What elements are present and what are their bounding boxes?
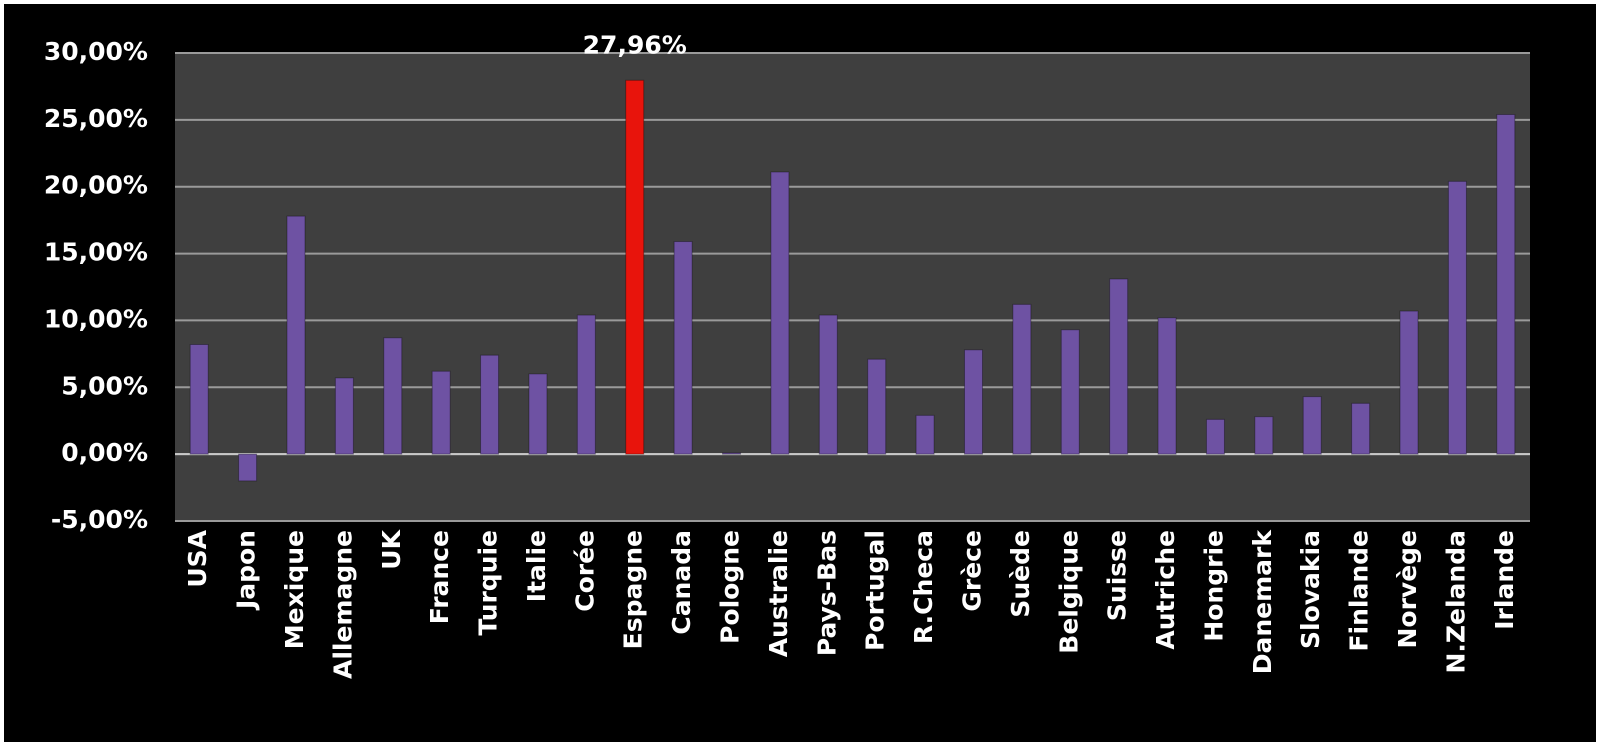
y-tick-label: 20,00% (44, 171, 148, 200)
bar (1496, 114, 1516, 455)
x-tick-label: Grèce (957, 530, 986, 612)
x-tick-label: Suisse (1103, 530, 1132, 621)
y-tick-label: 25,00% (44, 104, 148, 133)
bar (1351, 402, 1371, 455)
bar (673, 241, 693, 455)
bar (238, 453, 258, 482)
bar (286, 215, 306, 455)
x-tick-label: Belgique (1054, 530, 1083, 654)
x-tick-label: Portugal (861, 530, 890, 651)
bar (1447, 180, 1467, 455)
x-tick-label: USA (183, 529, 212, 587)
x-tick-label: Allemagne (328, 530, 357, 679)
bar (1109, 278, 1129, 455)
bar (1254, 416, 1274, 455)
x-tick-label: Danemark (1248, 529, 1277, 675)
x-tick-label: Norvège (1393, 530, 1422, 649)
x-tick-label: Espagne (619, 530, 648, 649)
x-tick-label: Finlande (1345, 530, 1374, 652)
bar (1012, 303, 1032, 455)
bar (1399, 310, 1419, 455)
x-tick-label: R.Checa (909, 530, 938, 644)
x-tick-label: Mexique (280, 530, 309, 649)
x-tick-label: Pays-Bas (812, 530, 841, 656)
bar (1302, 396, 1322, 455)
plot-area (175, 53, 1530, 521)
bar (722, 452, 742, 455)
y-tick-label: 10,00% (44, 304, 148, 333)
bar (576, 314, 596, 455)
x-tick-label: Suède (1006, 530, 1035, 618)
bar (963, 349, 983, 455)
x-tick-label: Slovakia (1296, 530, 1325, 649)
bar (625, 79, 645, 455)
y-tick-label: -5,00% (51, 505, 148, 534)
x-tick-label: N.Zelanda (1441, 530, 1470, 674)
bar (818, 314, 838, 455)
bar (867, 358, 887, 455)
x-tick-label: Canada (667, 530, 696, 635)
bar (480, 354, 500, 455)
y-tick-label: 30,00% (44, 37, 148, 66)
x-tick-label: Japon (232, 530, 261, 611)
x-tick-label: Hongrie (1199, 530, 1228, 642)
x-tick-label: Autriche (1151, 530, 1180, 650)
y-tick-label: 0,00% (61, 438, 148, 467)
bar (1157, 317, 1177, 455)
x-tick-label: Corée (570, 530, 599, 612)
bar (915, 414, 935, 455)
bar (1060, 329, 1080, 455)
x-tick-label: Turquie (474, 530, 503, 636)
x-tick-label: UK (377, 528, 406, 569)
y-tick-label: 15,00% (44, 238, 148, 267)
y-tick-label: 5,00% (61, 371, 148, 400)
value-label: 27,96% (583, 30, 687, 59)
bar (383, 337, 403, 455)
bar (1205, 418, 1225, 455)
bar (431, 370, 451, 455)
bar (528, 373, 548, 455)
bar (334, 377, 354, 455)
bar (770, 171, 790, 455)
x-tick-label: France (425, 530, 454, 624)
x-tick-label: Italie (522, 530, 551, 602)
bar (189, 343, 209, 455)
x-tick-label: Pologne (716, 530, 745, 644)
x-tick-label: Irlande (1490, 530, 1519, 630)
x-tick-label: Australie (764, 530, 793, 657)
